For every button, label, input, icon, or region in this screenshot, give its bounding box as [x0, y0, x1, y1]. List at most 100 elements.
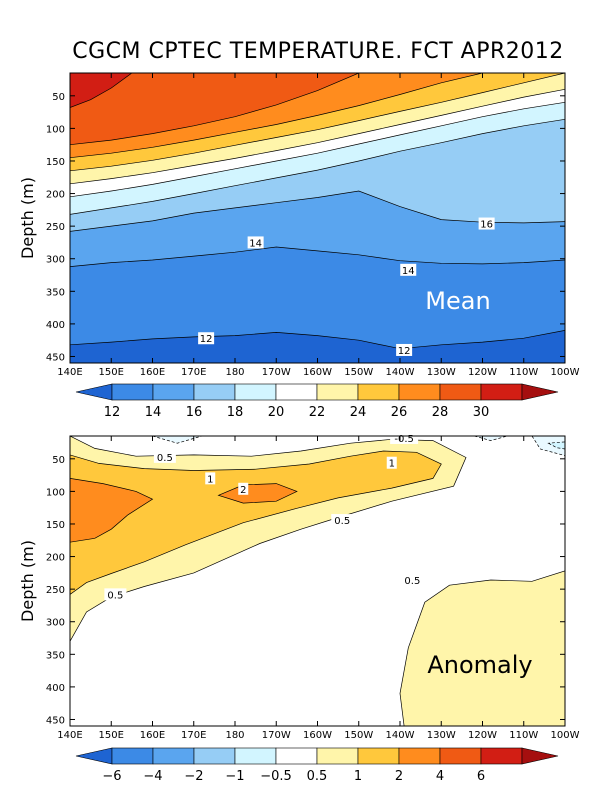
anomaly-contour-label-bg [386, 456, 397, 469]
mean-colorbar-label-12: 12 [104, 405, 121, 420]
anomaly-panel: -0.5 0.5 1 1 2 0.5 0.5 0.5 Anomaly 140E 150E 160E… [18, 431, 580, 784]
anomaly-x-tick-label-120w: 120W [468, 730, 497, 741]
anomaly-contour-label-1: 1 [389, 459, 395, 470]
mean-colorbar-bin [357, 383, 400, 401]
mean-contour-label-12: 12 [200, 334, 213, 345]
anomaly-contour-label-0-5: -0.5 [394, 434, 414, 445]
mean-x-tick-label-180: 180 [225, 367, 244, 378]
anomaly-x-tick-label-140e: 140E [57, 730, 82, 741]
anomaly-region-0-5 [399, 570, 565, 726]
anomaly-contour-label-bg [153, 450, 176, 463]
mean-colorbar-bin [439, 383, 482, 401]
anomaly-contour-label-bg [401, 574, 424, 587]
mean-x-tick-label-160e: 160E [140, 367, 165, 378]
mean-contour-label-bg [400, 263, 417, 276]
mean-colorbar-bin [480, 383, 523, 401]
mean-x-tick-label-120w: 120W [468, 367, 497, 378]
anomaly-contour-label-1: 1 [207, 474, 213, 485]
anomaly-colorbar-bin [398, 747, 441, 765]
mean-y-tick-label-200: 200 [46, 190, 65, 201]
mean-x-tick-label-170e: 170E [181, 367, 206, 378]
anomaly-contour-label-0-5: 0.5 [334, 516, 350, 527]
mean-isotherm-22 [70, 88, 565, 185]
anomaly-contour-label-0-5: 0.5 [107, 590, 123, 601]
mean-colorbar-bin [234, 383, 277, 401]
mean-isotherm-24 [70, 73, 565, 172]
anomaly-contour-label-bg [104, 588, 127, 601]
anomaly-colorbar-high-end [521, 747, 559, 765]
mean-x-tick-label-100w: 100W [551, 367, 580, 378]
anomaly-colorbar: −6 −4 −2 −1 −0.5 0.5 1 2 4 6 [75, 747, 559, 784]
mean-colorbar: 12 14 16 18 20 22 24 26 28 30 [75, 383, 559, 420]
anomaly-contour-label-bg [331, 514, 354, 527]
mean-contour-label-16: 16 [480, 220, 493, 231]
mean-axis-ticks: 140E 150E 160E 170E 180 170W 160W 150W 140W 130W 1… [46, 73, 580, 378]
mean-x-tick-label-140e: 140E [57, 367, 82, 378]
anomaly-colorbar-label-1: 1 [354, 769, 362, 784]
mean-isotherm-14 [70, 246, 565, 267]
anomaly-region-neg-0-5 [152, 436, 203, 444]
anomaly-colorbar-bin [357, 747, 400, 765]
anomaly-y-tick-label-400: 400 [46, 683, 65, 694]
anomaly-x-tick-label-180: 180 [225, 730, 244, 741]
mean-x-tick-label-140w: 140W [386, 367, 415, 378]
mean-contour-label-bg [247, 236, 264, 249]
anomaly-colorbar-bin [152, 747, 195, 765]
mean-contour-label-14: 14 [249, 238, 262, 249]
mean-x-tick-label-110w: 110W [509, 367, 538, 378]
mean-y-tick-label-450: 450 [46, 352, 65, 363]
mean-contour-label-bg [478, 217, 495, 230]
anomaly-colorbar-label-1: −1 [225, 769, 244, 784]
anomaly-y-tick-label-450: 450 [46, 715, 65, 726]
mean-colorbar-bin [193, 383, 236, 401]
mean-x-tick-label-160w: 160W [303, 367, 332, 378]
anomaly-contour-label-bg [390, 431, 419, 444]
mean-y-tick-label-300: 300 [46, 255, 65, 266]
anomaly-axis-ticks: 140E 150E 160E 170E 180 170W 160W 150W 140W 130W 1… [46, 436, 580, 741]
anomaly-colorbar-bin [234, 747, 277, 765]
mean-y-tick-label-400: 400 [46, 320, 65, 331]
mean-x-tick-label-150w: 150W [344, 367, 373, 378]
anomaly-x-tick-label-170e: 170E [181, 730, 206, 741]
anomaly-x-tick-label-100w: 100W [551, 730, 580, 741]
mean-colorbar-bin [316, 383, 359, 401]
mean-y-tick-label-150: 150 [46, 157, 65, 168]
anomaly-y-axis-label: Depth (m) [18, 540, 37, 622]
mean-colorbar-label-24: 24 [350, 405, 367, 420]
anomaly-y-tick-label-150: 150 [46, 520, 65, 531]
mean-y-tick-label-50: 50 [52, 92, 65, 103]
anomaly-colorbar-low-end [75, 747, 113, 765]
anomaly-colorbar-label-2: 2 [395, 769, 403, 784]
anomaly-x-tick-label-170w: 170W [262, 730, 291, 741]
anomaly-y-tick-label-100: 100 [46, 487, 65, 498]
mean-contour-label-14: 14 [402, 266, 415, 277]
anomaly-x-tick-label-140w: 140W [386, 730, 415, 741]
mean-colorbar-low-end [75, 383, 113, 401]
anomaly-colorbar-bin [275, 747, 318, 765]
anomaly-colorbar-label-0-5: 0.5 [307, 769, 328, 784]
mean-panel-label: Mean [425, 287, 490, 315]
mean-isotherm-20 [70, 101, 565, 198]
anomaly-contour-labels: -0.5 0.5 1 1 2 0.5 0.5 0.5 [104, 431, 424, 601]
mean-contour-labels: 14 16 14 12 12 [198, 217, 495, 357]
anomaly-colorbar-label-0-5: −0.5 [260, 769, 292, 784]
mean-colorbar-label-28: 28 [432, 405, 449, 420]
anomaly-contour-label-bg [238, 482, 249, 495]
anomaly-colorbar-label-6: −6 [102, 769, 121, 784]
mean-colorbar-high-end [521, 383, 559, 401]
anomaly-region-neg-1 [547, 441, 565, 450]
anomaly-y-tick-label-350: 350 [46, 650, 65, 661]
anomaly-contour-label-0-5: 0.5 [157, 453, 173, 464]
anomaly-y-tick-label-300: 300 [46, 618, 65, 629]
mean-y-tick-label-250: 250 [46, 222, 65, 233]
mean-contour-label-12: 12 [398, 346, 411, 357]
mean-isotherm-18 [70, 118, 565, 215]
mean-colorbar-label-30: 30 [473, 405, 490, 420]
mean-colorbar-label-20: 20 [268, 405, 285, 420]
anomaly-colorbar-bin [193, 747, 236, 765]
anomaly-y-tick-label-200: 200 [46, 553, 65, 564]
mean-band-above-30 [70, 73, 132, 108]
anomaly-colorbar-label-4: 4 [436, 769, 444, 784]
